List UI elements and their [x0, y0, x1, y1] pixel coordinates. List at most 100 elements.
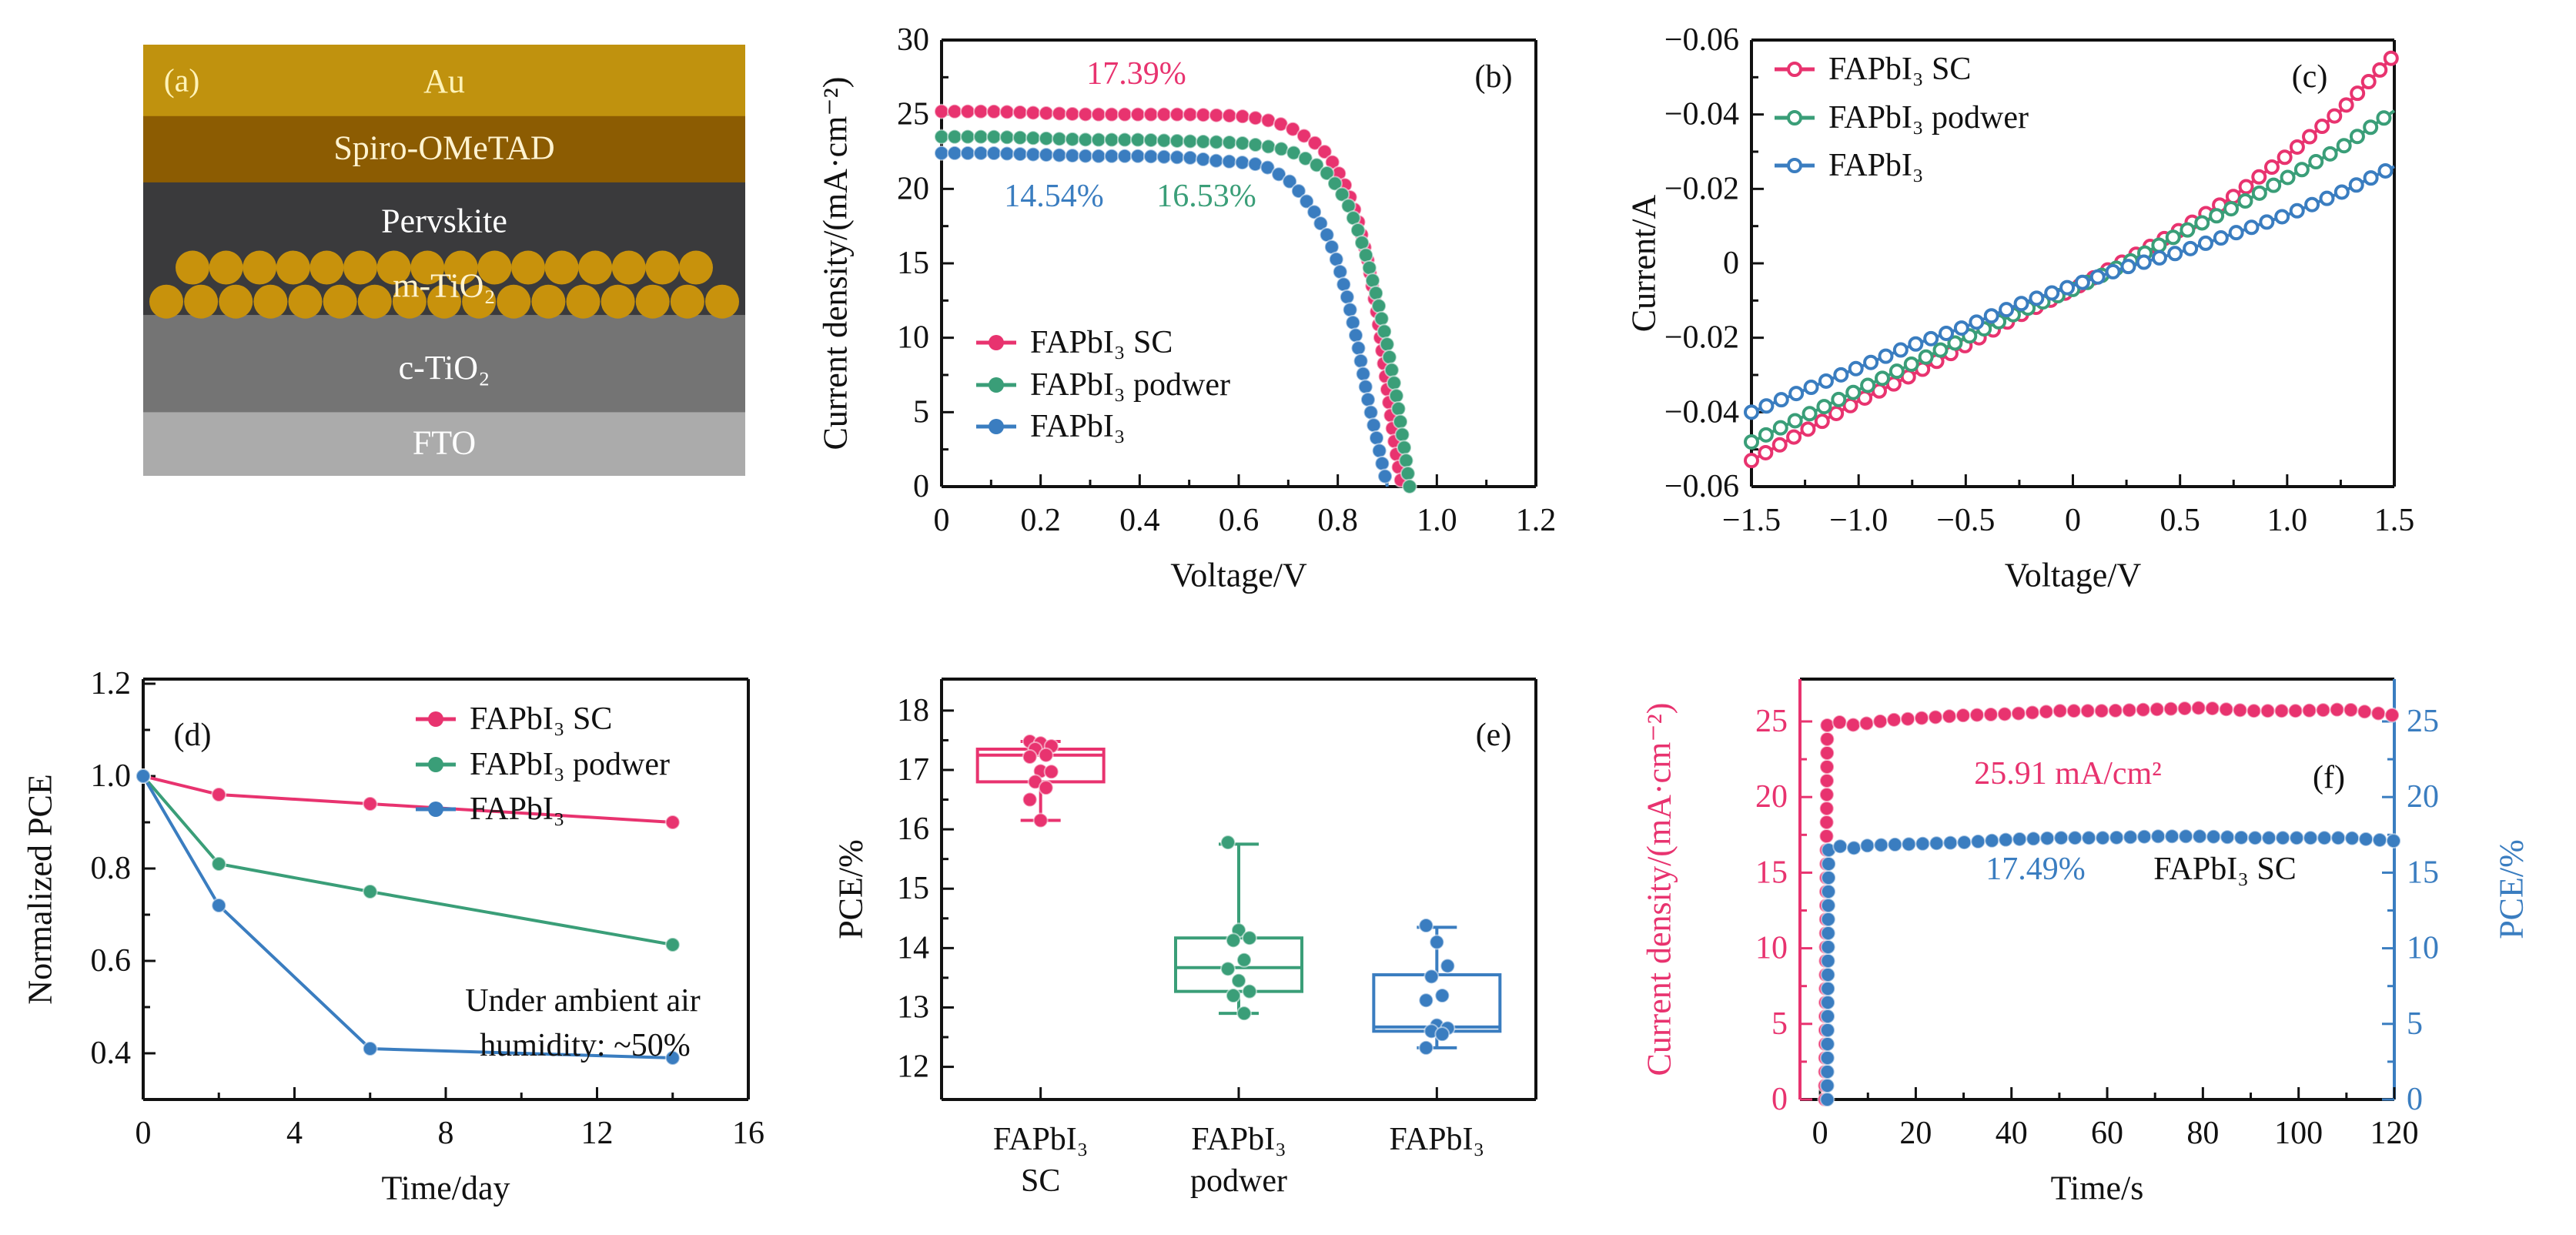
x-tick-label: 16: [732, 1116, 764, 1151]
data-point: [1983, 308, 1999, 324]
data-point: [1832, 715, 1848, 731]
x-tick-label: 0: [934, 503, 950, 538]
x-tick-label: 100: [2274, 1116, 2323, 1151]
tio2-particle: [243, 250, 277, 285]
data-point: [2192, 828, 2208, 845]
data-point: [2317, 830, 2333, 846]
x-tick-label: 4: [286, 1116, 303, 1151]
series-line: [142, 775, 673, 1059]
data-point: [1845, 384, 1862, 400]
data-point: [2363, 119, 2379, 136]
data-point: [1242, 930, 1257, 946]
x-tick-label: 0.2: [1020, 503, 1061, 538]
legend-marker: [428, 802, 443, 817]
tio2-particle: [288, 284, 323, 319]
data-point: [1820, 912, 1836, 928]
data-point: [1821, 870, 1837, 886]
data-point: [1998, 832, 2014, 848]
data-point: [1156, 132, 1172, 149]
x-tick-label: 40: [1996, 1116, 2028, 1151]
data-point: [2121, 702, 2137, 718]
data-point: [1077, 106, 1093, 122]
annotation: Under ambient air: [465, 983, 701, 1019]
data-point: [2176, 701, 2193, 717]
data-point: [1831, 391, 1847, 407]
data-point: [1819, 718, 1835, 734]
data-point: [1418, 992, 1434, 1009]
data-point: [1970, 833, 1986, 849]
data-point: [1819, 745, 1835, 761]
data-point: [1357, 379, 1373, 395]
data-point: [1342, 302, 1358, 318]
tio2-particle: [184, 284, 219, 319]
data-point: [934, 145, 949, 161]
legend-marker: [1787, 62, 1802, 77]
y-tick-label: 0: [1723, 246, 1739, 281]
y-tick-label: 10: [1755, 931, 1788, 966]
panel-label: (a): [164, 64, 200, 99]
data-point: [1313, 216, 1329, 232]
data-point: [1182, 133, 1198, 149]
annotation: 25.91 mA/cm²: [1974, 756, 2162, 792]
data-point: [1996, 706, 2012, 722]
data-point: [2358, 831, 2374, 847]
legend-item: FAPbI₃ SC: [1775, 52, 1971, 87]
data-point: [1388, 388, 1404, 404]
series-2: [934, 145, 1393, 487]
data-point: [1932, 342, 1949, 358]
data-point: [947, 145, 962, 161]
legend-label: FAPbI₃: [1828, 148, 1924, 183]
data-point: [973, 129, 989, 145]
data-point: [1271, 166, 1287, 182]
data-point: [1022, 792, 1038, 808]
y-tick-label: 1.2: [91, 666, 132, 701]
data-point: [2327, 108, 2343, 124]
data-point: [1908, 336, 1924, 352]
data-point: [1788, 386, 1805, 402]
data-point: [1915, 835, 1931, 852]
data-point: [2260, 703, 2276, 719]
data-point: [1051, 131, 1067, 147]
data-point: [1353, 353, 1369, 369]
legend-label: FAPbI₃ podwer: [1030, 367, 1230, 403]
data-point: [1820, 967, 1836, 983]
tio2-particle: [462, 284, 497, 319]
data-point: [2386, 833, 2402, 849]
legend-marker: [428, 757, 443, 772]
data-point: [1848, 360, 1864, 377]
y-tick-label: −0.02: [1664, 320, 1739, 356]
data-point: [1396, 440, 1412, 456]
data-point: [1038, 130, 1054, 146]
data-point: [1363, 404, 1379, 420]
data-point: [1773, 392, 1789, 408]
layer-1: [143, 115, 745, 183]
x-axis-label: Time/day: [381, 1170, 510, 1207]
data-point: [2293, 162, 2310, 178]
data-point: [1156, 149, 1172, 165]
data-point: [362, 796, 378, 812]
data-point: [1103, 132, 1119, 148]
device-structure-diagram: (a) Au Spiro-OMeTAD Pervskite m-TiO₂ c-TiO₂ FT…: [143, 45, 745, 476]
data-point: [2066, 703, 2082, 719]
data-point: [1195, 134, 1211, 150]
data-point: [2178, 828, 2194, 845]
data-point: [1247, 137, 1263, 153]
x-tick-label: −1.5: [1722, 503, 1781, 538]
data-point: [960, 145, 975, 161]
data-point: [1064, 131, 1080, 147]
chart-panel-d: 0 4 8 12 16 0.4 0.6 0.8 1.0 1.2 Time/day Normalized…: [22, 666, 765, 1207]
data-point: [1368, 430, 1384, 446]
data-point: [1818, 773, 1835, 789]
tio2-particle: [209, 250, 243, 285]
data-point: [2370, 705, 2387, 721]
y-tick-label: 0: [913, 469, 929, 504]
legend-label: FAPbI₃: [470, 792, 565, 827]
legend-marker: [1787, 158, 1802, 173]
x-tick-label: −0.5: [1936, 503, 1995, 538]
legend-label: FAPbI₃ podwer: [470, 747, 670, 782]
tio2-particle: [309, 250, 344, 285]
data-point: [1299, 193, 1315, 209]
tio2-particle: [601, 284, 635, 319]
data-point: [2275, 830, 2291, 846]
x-tick-label: 60: [2091, 1116, 2123, 1151]
